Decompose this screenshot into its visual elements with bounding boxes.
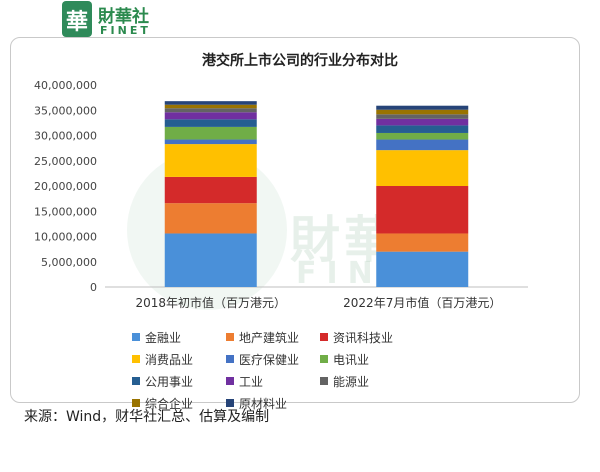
bar-segment bbox=[164, 108, 257, 113]
legend-label: 能源业 bbox=[333, 374, 370, 389]
bar-segment bbox=[376, 105, 469, 110]
bar-segment bbox=[376, 125, 469, 133]
bar-segment bbox=[164, 139, 257, 145]
chart-frame bbox=[10, 37, 580, 403]
legend-swatch bbox=[226, 399, 234, 407]
legend-item: 医疗保健业 bbox=[226, 349, 320, 369]
chart-legend: 金融业 地产建筑业 资讯科技业消费品业 医疗保健业 电讯业公用事业 工业 能源业综合企业 原材… bbox=[132, 327, 472, 413]
y-tick-label: 40,000,000 bbox=[34, 79, 97, 92]
legend-label: 电讯业 bbox=[333, 352, 370, 367]
bar-segment bbox=[164, 203, 257, 234]
bar-segment bbox=[376, 186, 469, 234]
legend-label: 消费品业 bbox=[145, 352, 194, 367]
bar-segment bbox=[164, 101, 257, 105]
bar-segment bbox=[164, 119, 257, 127]
legend-item: 能源业 bbox=[320, 371, 436, 391]
legend-swatch bbox=[132, 377, 140, 385]
legend-item: 原材料业 bbox=[226, 393, 320, 413]
y-tick-label: 35,000,000 bbox=[34, 104, 97, 117]
legend-item: 工业 bbox=[226, 371, 320, 391]
bar-segment bbox=[164, 104, 257, 109]
finet-logo: 華 財華社 FINET bbox=[52, 0, 162, 40]
x-category-label: 2018年初市值（百万港元） bbox=[135, 295, 286, 310]
legend-label: 金融业 bbox=[145, 330, 182, 345]
legend-label: 公用事业 bbox=[145, 374, 194, 389]
bar-segment bbox=[164, 112, 257, 120]
legend-swatch bbox=[320, 333, 328, 341]
bar-segment bbox=[376, 118, 469, 126]
legend-label: 地产建筑业 bbox=[239, 330, 300, 345]
legend-swatch bbox=[132, 333, 140, 341]
legend-label: 工业 bbox=[239, 374, 264, 389]
chart-title: 港交所上市公司的行业分布对比 bbox=[202, 53, 398, 69]
bar-segment bbox=[164, 126, 257, 140]
bar-segment bbox=[376, 132, 469, 140]
bar-segment bbox=[376, 233, 469, 252]
legend-swatch bbox=[226, 333, 234, 341]
bar-segment bbox=[376, 114, 469, 119]
bar-segment bbox=[376, 139, 469, 151]
y-tick-label: 15,000,000 bbox=[34, 205, 97, 218]
bar-segment bbox=[164, 233, 257, 287]
legend-item: 电讯业 bbox=[320, 349, 436, 369]
y-tick-label: 30,000,000 bbox=[34, 130, 97, 143]
bar-segment bbox=[376, 150, 469, 186]
logo-char: 華 bbox=[65, 10, 88, 35]
legend-swatch bbox=[132, 399, 140, 407]
legend-swatch bbox=[226, 377, 234, 385]
bar-segment bbox=[376, 251, 469, 287]
y-tick-label: 0 bbox=[90, 281, 97, 294]
y-tick-label: 20,000,000 bbox=[34, 180, 97, 193]
legend-label: 综合企业 bbox=[145, 396, 194, 411]
logo-chinese-text: 財華社 bbox=[98, 7, 149, 27]
legend-item: 公用事业 bbox=[132, 371, 226, 391]
bar-segment bbox=[164, 176, 257, 204]
legend-swatch bbox=[132, 355, 140, 363]
y-tick-label: 10,000,000 bbox=[34, 231, 97, 244]
legend-label: 资讯科技业 bbox=[333, 330, 394, 345]
bar-segment bbox=[376, 109, 469, 115]
logo-english-text: FINET bbox=[100, 24, 151, 37]
legend-swatch bbox=[226, 355, 234, 363]
bar-segment bbox=[164, 144, 257, 177]
legend-swatch bbox=[320, 355, 328, 363]
legend-item: 地产建筑业 bbox=[226, 327, 320, 347]
legend-label: 原材料业 bbox=[239, 396, 288, 411]
legend-item: 综合企业 bbox=[132, 393, 226, 413]
legend-label: 医疗保健业 bbox=[239, 352, 300, 367]
x-category-label: 2022年7月市值（百万港元） bbox=[343, 295, 501, 310]
legend-item: 资讯科技业 bbox=[320, 327, 436, 347]
legend-item: 消费品业 bbox=[132, 349, 226, 369]
legend-item: 金融业 bbox=[132, 327, 226, 347]
logo-badge: 華 bbox=[62, 1, 92, 37]
y-tick-label: 5,000,000 bbox=[41, 256, 97, 269]
y-tick-label: 25,000,000 bbox=[34, 155, 97, 168]
source-note: 来源：Wind，财华社汇总、估算及编制 bbox=[24, 409, 270, 425]
legend-swatch bbox=[320, 377, 328, 385]
